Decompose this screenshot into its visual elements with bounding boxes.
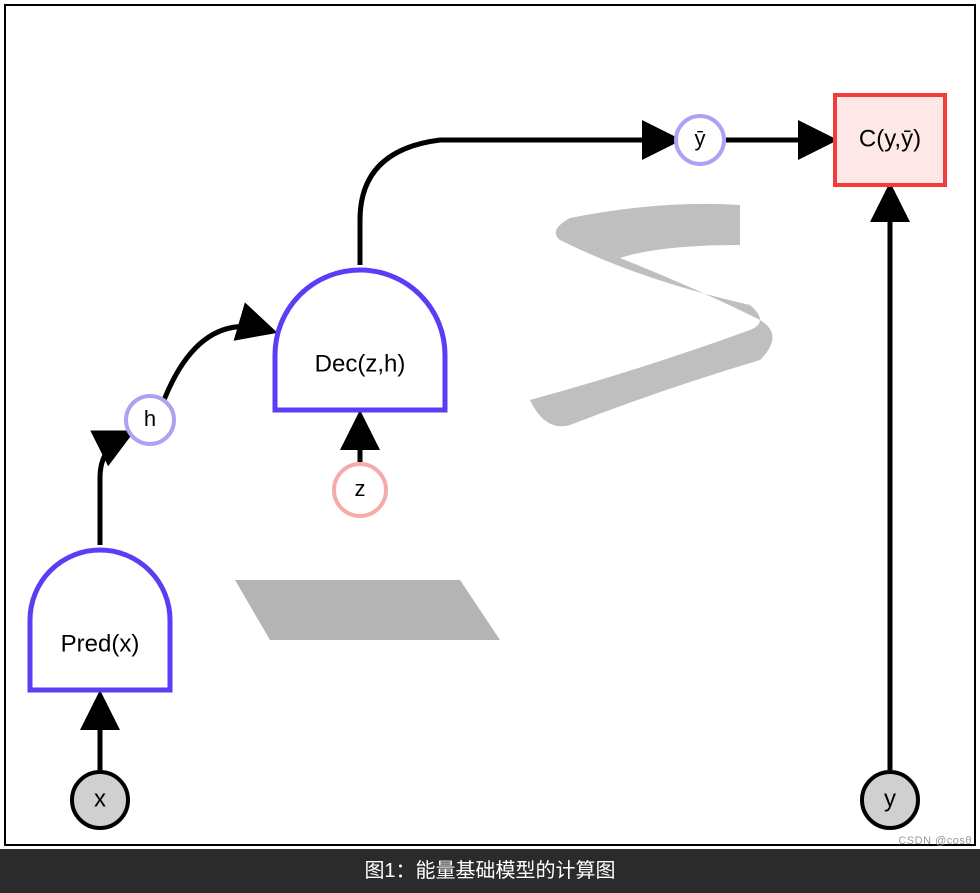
node-dec-label: Dec(z,h)	[315, 351, 406, 378]
node-z: z	[334, 464, 386, 516]
edges	[100, 140, 890, 770]
watermark-text: CSDN @cosθ	[898, 835, 972, 847]
node-cost-label: C(y,ȳ)	[859, 125, 921, 152]
node-h: h	[126, 396, 174, 444]
node-h-label: h	[144, 406, 156, 431]
edge-h-to-dec	[164, 326, 268, 400]
diagram-container: x y Pred(x) h z Dec(z,h) ȳ C(y,ȳ) CSDN @cosθ 图1…	[0, 0, 980, 893]
nodes: x y Pred(x) h z Dec(z,h) ȳ C(y,ȳ)	[30, 95, 945, 828]
node-x: x	[72, 772, 128, 828]
deco-parallelogram	[235, 580, 500, 640]
node-dec: Dec(z,h)	[275, 270, 445, 410]
node-y: y	[862, 772, 918, 828]
node-z-label: z	[355, 476, 366, 501]
node-ybar-label: ȳ	[695, 126, 706, 151]
computation-graph-svg: x y Pred(x) h z Dec(z,h) ȳ C(y,ȳ)	[0, 0, 980, 849]
node-y-label: y	[884, 785, 896, 812]
node-x-label: x	[94, 785, 106, 812]
node-pred-label: Pred(x)	[61, 631, 140, 658]
deco-ribbon	[530, 204, 773, 426]
node-ybar: ȳ	[676, 116, 724, 164]
node-cost: C(y,ȳ)	[835, 95, 945, 185]
node-pred: Pred(x)	[30, 550, 170, 690]
edge-pred-to-h	[100, 435, 126, 545]
figure-caption: 图1：能量基础模型的计算图	[0, 849, 980, 893]
